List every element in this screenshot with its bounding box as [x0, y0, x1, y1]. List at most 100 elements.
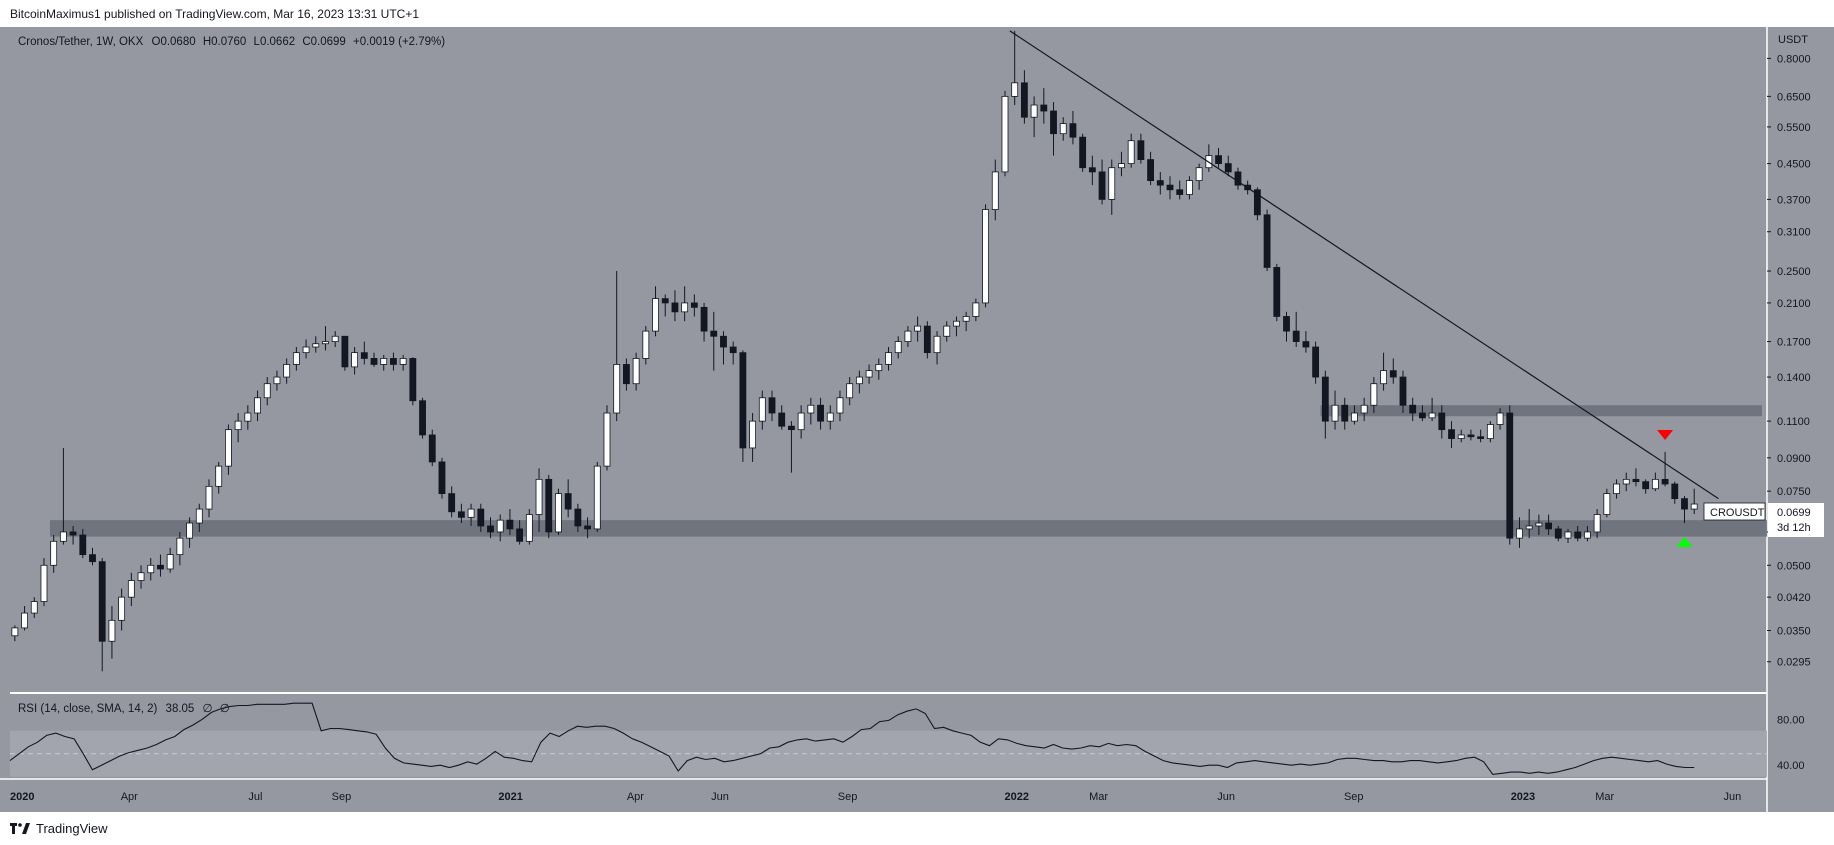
- rsi-line: [9, 702, 1695, 775]
- candle: [1098, 171, 1106, 200]
- candle: [1380, 370, 1387, 385]
- symbol-badge-text: CROUSDT: [1710, 507, 1765, 519]
- chart-area[interactable]: 0.8000 0.6500 0.5500 0.4500 0.3700 0.3100 0.25…: [0, 27, 1834, 812]
- candle: [1253, 189, 1261, 216]
- time-tick-label: Mar: [1595, 791, 1614, 803]
- candle: [50, 540, 58, 566]
- candle: [1195, 167, 1203, 182]
- candle: [409, 358, 417, 402]
- price-tick-label: 0.1100: [1777, 416, 1810, 428]
- rsi-tick-label: 40.00: [1777, 760, 1805, 772]
- candle: [108, 619, 116, 642]
- candle: [1622, 478, 1630, 485]
- candle: [807, 404, 815, 414]
- candle: [1671, 483, 1679, 500]
- candle: [1224, 163, 1232, 173]
- price-tick-label: 0.6500: [1777, 91, 1811, 103]
- candle: [1525, 525, 1533, 530]
- candle: [1399, 376, 1407, 406]
- time-tick-label: Sep: [1344, 791, 1364, 803]
- candle: [525, 514, 533, 542]
- candle: [642, 330, 650, 359]
- candle: [943, 325, 951, 337]
- candle: [118, 596, 126, 621]
- candle: [1457, 434, 1465, 439]
- candle: [778, 412, 786, 427]
- candle: [535, 478, 543, 515]
- candle: [1496, 412, 1504, 425]
- candle: [477, 508, 485, 527]
- candle: [137, 572, 145, 581]
- price-tick-label: 0.0500: [1777, 560, 1811, 572]
- time-tick-label: 2023: [1511, 791, 1535, 803]
- candle: [157, 564, 164, 570]
- candle: [555, 493, 562, 533]
- candle: [59, 531, 67, 542]
- candle: [244, 412, 252, 422]
- candle: [79, 534, 87, 556]
- candle: [991, 171, 999, 210]
- price-tick-label: 0.2500: [1777, 266, 1811, 278]
- price-tick-label: 0.0420: [1777, 592, 1811, 604]
- publisher-bar: BitcoinMaximus1 published on TradingView…: [0, 0, 1834, 27]
- tradingview-logo-text: TradingView: [36, 821, 108, 836]
- price-tick-label: 0.3100: [1777, 227, 1811, 239]
- candle: [1506, 412, 1514, 539]
- candle: [632, 358, 640, 385]
- candle: [457, 511, 465, 518]
- candle: [428, 434, 436, 463]
- price-tick-label: 0.0350: [1777, 625, 1811, 637]
- candle: [1370, 383, 1378, 406]
- candle: [1118, 163, 1125, 169]
- candle: [1486, 424, 1494, 439]
- candle: [438, 461, 446, 495]
- candle: [89, 554, 96, 563]
- candle: [1050, 110, 1057, 135]
- candle: [1331, 404, 1339, 422]
- candle: [496, 519, 504, 533]
- price-tick-label: 0.2100: [1777, 298, 1811, 310]
- tradingview-logo[interactable]: TradingView: [10, 821, 108, 836]
- time-tick-label: Apr: [627, 791, 644, 803]
- time-axis-panel: [0, 779, 1834, 812]
- candle: [923, 325, 931, 354]
- symbol-badge[interactable]: CROUSDT: [1703, 502, 1766, 521]
- price-tick-label: 0.3700: [1777, 194, 1811, 206]
- candle: [21, 612, 28, 629]
- symbol-badge-box: [1703, 502, 1766, 521]
- candle: [700, 306, 708, 332]
- candle: [710, 330, 718, 337]
- candle: [826, 412, 834, 422]
- candle: [584, 525, 591, 530]
- time-tick-label: Jun: [711, 791, 729, 803]
- candle: [186, 522, 193, 539]
- overlay-layer: [1009, 30, 1719, 547]
- candle: [1661, 478, 1669, 485]
- time-tick-label: Jun: [1217, 791, 1235, 803]
- rsi-label: RSI (14, close, SMA, 14, 2): [18, 703, 158, 715]
- candle: [564, 493, 572, 510]
- candle: [875, 364, 883, 372]
- candle: [166, 554, 174, 570]
- price-badge-box: [1768, 503, 1824, 537]
- candle: [788, 425, 795, 431]
- candle: [962, 316, 970, 322]
- candle: [1409, 404, 1417, 414]
- candle: [176, 537, 184, 556]
- candle: [855, 376, 863, 385]
- candle: [1292, 330, 1300, 342]
- candle: [758, 397, 766, 422]
- candle: [720, 335, 727, 348]
- candle: [147, 564, 155, 574]
- candle: [574, 508, 582, 527]
- legend-low-label: L: [254, 36, 261, 48]
- candle: [1360, 404, 1368, 414]
- candle: [613, 364, 621, 414]
- candle: [1564, 531, 1572, 539]
- candle: [1147, 159, 1155, 182]
- candle: [341, 335, 349, 368]
- legend-low: 0.0662: [260, 36, 295, 48]
- time-tick-label: Sep: [838, 791, 858, 803]
- legend-high: 0.0760: [211, 36, 246, 48]
- price-badge-price: 0.0699: [1777, 507, 1811, 519]
